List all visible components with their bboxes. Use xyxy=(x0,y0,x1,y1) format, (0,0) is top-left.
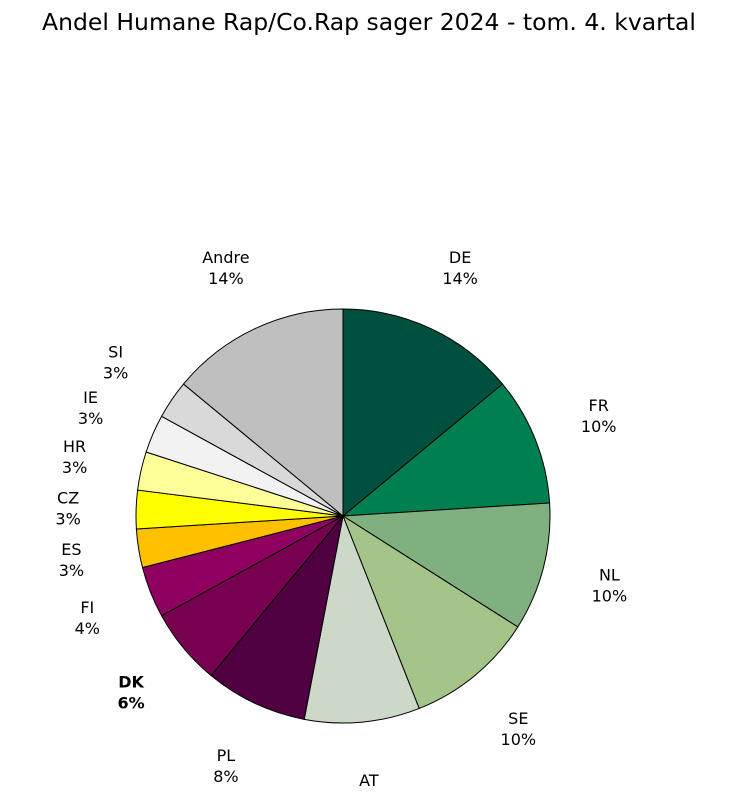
pie-label-se: SE 10% xyxy=(501,709,537,749)
chart-title: Andel Humane Rap/Co.Rap sager 2024 - tom… xyxy=(42,8,696,36)
pie-label-hr: HR 3% xyxy=(62,437,87,477)
slice-percent-label: 4% xyxy=(75,619,100,638)
pie-slice-nl xyxy=(341,502,551,628)
slice-category-label: FR xyxy=(589,396,609,415)
slice-percent-label: 14% xyxy=(442,269,478,288)
slice-category-label: AT xyxy=(359,771,379,790)
pie-label-fi: FI 4% xyxy=(75,598,100,638)
slice-percent-label: 8% xyxy=(213,767,238,786)
slice-category-label: CZ xyxy=(57,488,79,507)
slice-category-label: FI xyxy=(80,598,94,617)
pie-slice-andre xyxy=(182,308,344,518)
slice-category-label: SI xyxy=(108,342,123,361)
slice-percent-label: 10% xyxy=(581,417,617,436)
pie-slice-fr xyxy=(341,383,551,517)
pie-labels: DE 14% FR 10% NL 10% SE 10% AT9% PL 8% DK 6% FI 4% ES 3%… xyxy=(55,248,627,792)
slice-category-label: Andre xyxy=(202,248,249,267)
slice-category-label: SE xyxy=(508,709,528,728)
slice-percent-label: 3% xyxy=(103,363,128,382)
slice-percent-label: 10% xyxy=(592,586,628,605)
pie-label-ie: IE 3% xyxy=(78,388,103,428)
slice-category-label: DE xyxy=(449,248,471,267)
pie-label-at: AT9% xyxy=(356,771,381,792)
slice-category-label: HR xyxy=(63,437,86,456)
slice-category-label: DK xyxy=(118,672,144,691)
pie-label-pl: PL 8% xyxy=(213,746,238,786)
slice-percent-label: 3% xyxy=(55,509,80,528)
pie-slice-pl xyxy=(210,515,344,720)
slice-percent-label: 3% xyxy=(59,561,84,580)
pie-label-fr: FR 10% xyxy=(581,396,617,436)
pie-label-andre: Andre 14% xyxy=(202,248,249,288)
slice-category-label: PL xyxy=(217,746,236,765)
pie-label-de: DE 14% xyxy=(442,248,478,288)
slice-percent-label: 6% xyxy=(118,693,145,712)
pie-label-si: SI 3% xyxy=(103,342,128,382)
slice-category-label: IE xyxy=(83,388,98,407)
pie-slice-at xyxy=(303,514,420,724)
pie-label-nl: NL 10% xyxy=(592,565,628,605)
pie-slice-de xyxy=(342,308,504,518)
pie-slice-se xyxy=(341,514,519,710)
pie-label-dk: DK 6% xyxy=(118,672,145,712)
slice-percent-label: 14% xyxy=(208,269,244,288)
slice-category-label: ES xyxy=(61,540,81,559)
slice-percent-label: 3% xyxy=(78,409,103,428)
slice-category-label: NL xyxy=(599,565,620,584)
slice-percent-label: 3% xyxy=(62,458,87,477)
pie-label-es: ES 3% xyxy=(59,540,84,580)
pie-slices xyxy=(135,308,551,724)
slice-percent-label: 10% xyxy=(501,730,537,749)
pie-label-cz: CZ 3% xyxy=(55,488,80,528)
